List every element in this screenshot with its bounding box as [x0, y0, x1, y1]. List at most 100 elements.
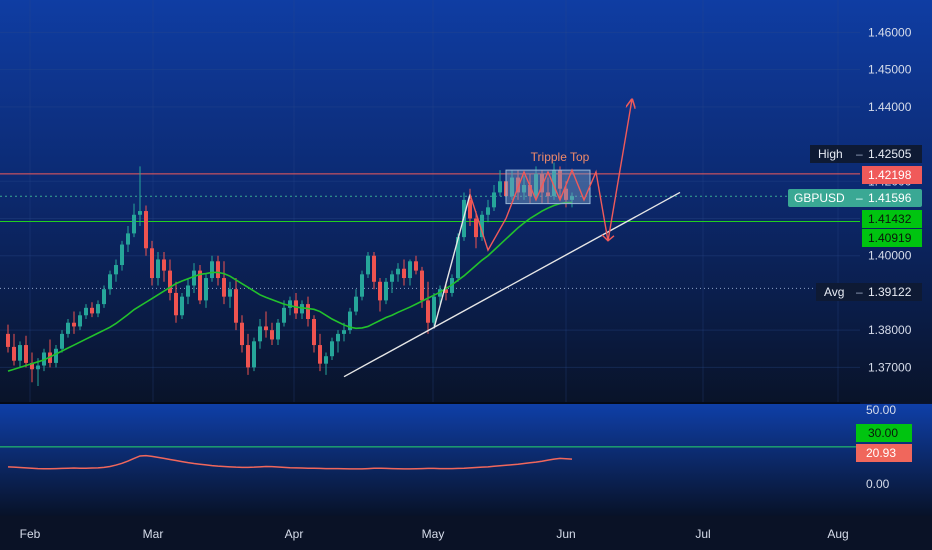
candle [90, 302, 94, 318]
time-tick-label: Apr [285, 527, 304, 541]
candle [534, 166, 538, 200]
candle [402, 259, 406, 286]
candle-body [354, 296, 358, 312]
candle [516, 170, 520, 200]
candle [198, 265, 202, 305]
candle-body [396, 268, 400, 275]
projection-path [469, 99, 632, 252]
candle [276, 318, 280, 346]
candle [102, 285, 106, 308]
candle-body [276, 322, 280, 340]
candle-body [150, 248, 154, 279]
price-tick-label: 1.45000 [868, 63, 912, 77]
candle-body [108, 274, 112, 290]
candle [528, 173, 532, 204]
candle [240, 315, 244, 353]
high-tag-value: 1.42505 [868, 147, 912, 161]
time-tick-label: Mar [143, 527, 164, 541]
candle [546, 177, 550, 204]
candle [36, 358, 40, 386]
candle-body [360, 274, 364, 297]
candle [180, 292, 184, 319]
high-tag-box [810, 145, 922, 163]
candle-body [180, 296, 184, 316]
candle-body [162, 259, 166, 271]
candle [30, 352, 34, 383]
candle [270, 322, 274, 346]
symbol-tag-label: GBPUSD [794, 191, 845, 205]
candle-body [102, 289, 106, 305]
candle [84, 304, 88, 319]
candle-body [456, 237, 460, 279]
candle [174, 281, 178, 323]
candle-body [408, 261, 412, 279]
resistance-tag-value: 1.42198 [868, 168, 912, 182]
time-tick-label: Jun [556, 527, 575, 541]
dip-arrow-head [601, 234, 615, 242]
candle [492, 184, 496, 212]
ma-tag-value: 1.41432 [868, 212, 912, 226]
candle-body [390, 274, 394, 282]
candle [6, 324, 10, 353]
candle-body [492, 192, 496, 208]
candle-body [240, 322, 244, 346]
candle-body [78, 315, 82, 327]
candle-body [132, 214, 136, 234]
candle [126, 225, 130, 252]
candle [378, 278, 382, 312]
candle [120, 240, 124, 271]
indicator-tick-0: 0.00 [866, 477, 890, 491]
candle-body [138, 211, 142, 215]
indicator-level-value: 30.00 [868, 426, 898, 440]
symbol-tag-box [788, 189, 922, 207]
candle [144, 205, 148, 256]
candle [312, 315, 316, 353]
candle-body [24, 345, 28, 363]
indicator-current-value: 20.93 [866, 446, 896, 460]
candle-body [66, 322, 70, 334]
symbol-tag-value: 1.41596 [868, 191, 912, 205]
price-tick-label: 1.44000 [868, 100, 912, 114]
horizontal-levels [0, 173, 860, 289]
candle-body [126, 233, 130, 245]
candle-body [336, 333, 340, 342]
price-tick-label: 1.38000 [868, 323, 912, 337]
high-tag-label: High [818, 147, 843, 161]
candle-body [306, 304, 310, 319]
candle [66, 318, 70, 338]
candle [54, 345, 58, 368]
time-tick-label: Aug [827, 527, 848, 541]
candle-body [312, 318, 316, 346]
candle-body [270, 330, 274, 340]
candle [132, 203, 136, 238]
support-tag-value: 1.40919 [868, 231, 912, 245]
candle [222, 261, 226, 305]
avg-tag-box [816, 283, 922, 301]
pattern-box [505, 169, 591, 205]
candle-body [252, 341, 256, 368]
indicator-tick-50: 50.00 [866, 403, 896, 417]
candle [228, 281, 232, 308]
candle [186, 278, 190, 305]
candle-body [84, 307, 88, 316]
candle-body [222, 278, 226, 297]
candle [306, 296, 310, 327]
candle [414, 255, 418, 275]
candle-body [330, 341, 334, 357]
candle [390, 270, 394, 293]
support-tag [862, 229, 922, 247]
candle-body [174, 292, 178, 316]
candle-body [282, 307, 286, 323]
candle-body [120, 244, 124, 266]
avg-tag-label: Avg [824, 285, 844, 299]
candle [342, 322, 346, 342]
candle-body [414, 261, 418, 271]
indicator-pane-background [0, 404, 932, 516]
candle [78, 311, 82, 331]
candle-body [60, 333, 64, 349]
time-axis: Feb Mar Apr May Jun Jul Aug [20, 527, 849, 541]
candle-body [534, 173, 538, 197]
candle-body [552, 170, 556, 197]
candle-body [324, 356, 328, 364]
